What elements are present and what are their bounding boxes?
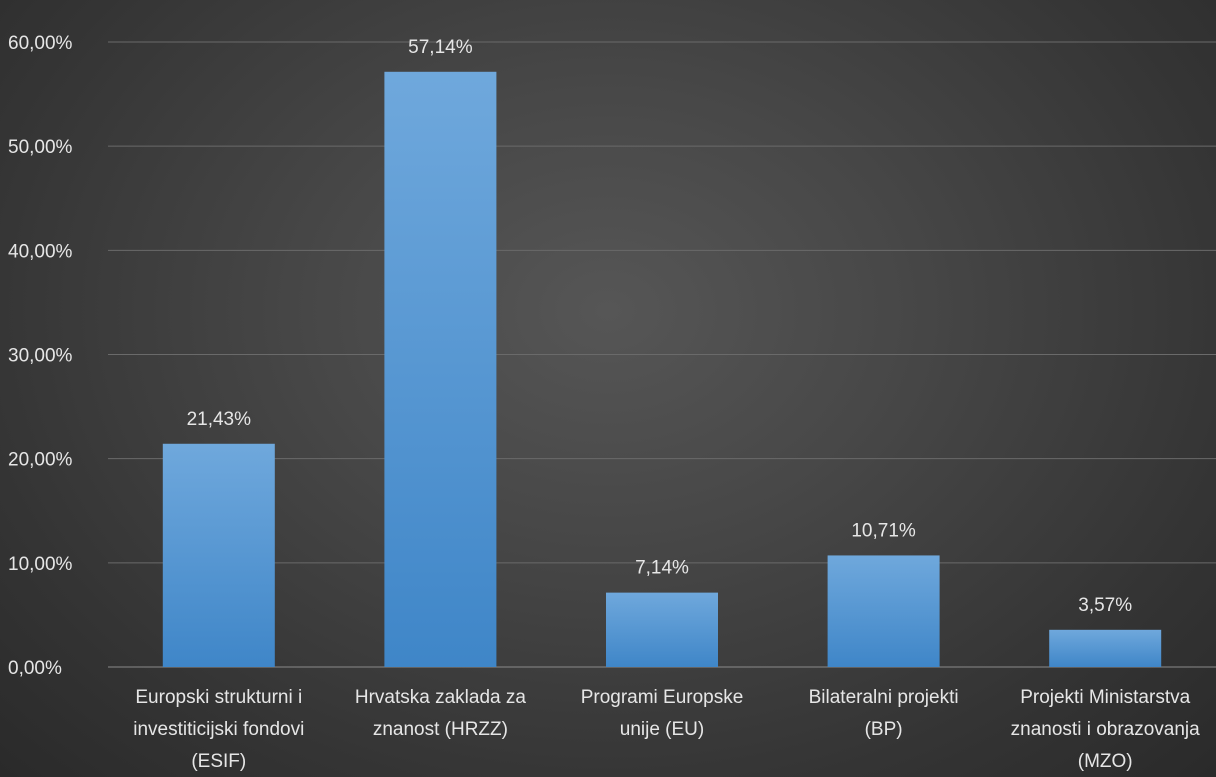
grid-layer: [108, 41, 1216, 668]
bar: [162, 443, 275, 667]
y-tick-label: 20,00%: [8, 450, 73, 471]
data-label: 3,57%: [1078, 595, 1132, 616]
y-tick-label: 40,00%: [8, 241, 73, 262]
y-tick-label: 30,00%: [8, 346, 73, 367]
x-category-label: Projekti Ministarstva znanosti i obrazova…: [1011, 687, 1200, 772]
y-tick-label: 10,00%: [8, 554, 73, 575]
x-category-label-line: (MZO): [1078, 751, 1133, 772]
data-label: 57,14%: [408, 37, 473, 58]
y-tick-label: 50,00%: [8, 137, 73, 158]
x-category-label-line: (BP): [865, 719, 903, 740]
data-label: 21,43%: [187, 409, 252, 430]
bar: [606, 592, 718, 667]
x-category-label-line: Bilateralni projekti: [809, 687, 959, 708]
x-category-label: Bilateralni projekti (BP): [809, 687, 959, 740]
x-category-label-line: investiticijski fondovi: [133, 719, 304, 740]
bar: [827, 555, 940, 667]
x-category-label-line: Projekti Ministarstva: [1020, 687, 1190, 708]
data-label: 7,14%: [635, 558, 689, 579]
label-layer: 0,00% 10,00% 20,00% 30,00% 40,00% 50,00% 60,00…: [8, 33, 1200, 772]
x-category-label: Hrvatska zaklada za znanost (HRZZ): [355, 687, 527, 740]
y-tick-label: 60,00%: [8, 33, 73, 54]
bar: [1049, 629, 1162, 667]
x-category-label: Europski strukturni i investiticijski fon…: [133, 687, 304, 772]
x-category-label-line: unije (EU): [620, 719, 704, 740]
x-category-label-line: Programi Europske: [581, 687, 744, 708]
data-label: 10,71%: [851, 520, 916, 541]
x-category-label: Programi Europske unije (EU): [581, 687, 744, 740]
x-category-label-line: Hrvatska zaklada za: [355, 687, 527, 708]
bar: [384, 71, 497, 667]
y-tick-label: 0,00%: [8, 658, 62, 679]
x-category-label-line: Europski strukturni i: [135, 687, 302, 708]
bar-layer: [162, 71, 1162, 667]
x-category-label-line: znanost (HRZZ): [373, 719, 508, 740]
x-category-label-line: znanosti i obrazovanja: [1011, 719, 1200, 740]
x-category-label-line: (ESIF): [191, 751, 246, 772]
